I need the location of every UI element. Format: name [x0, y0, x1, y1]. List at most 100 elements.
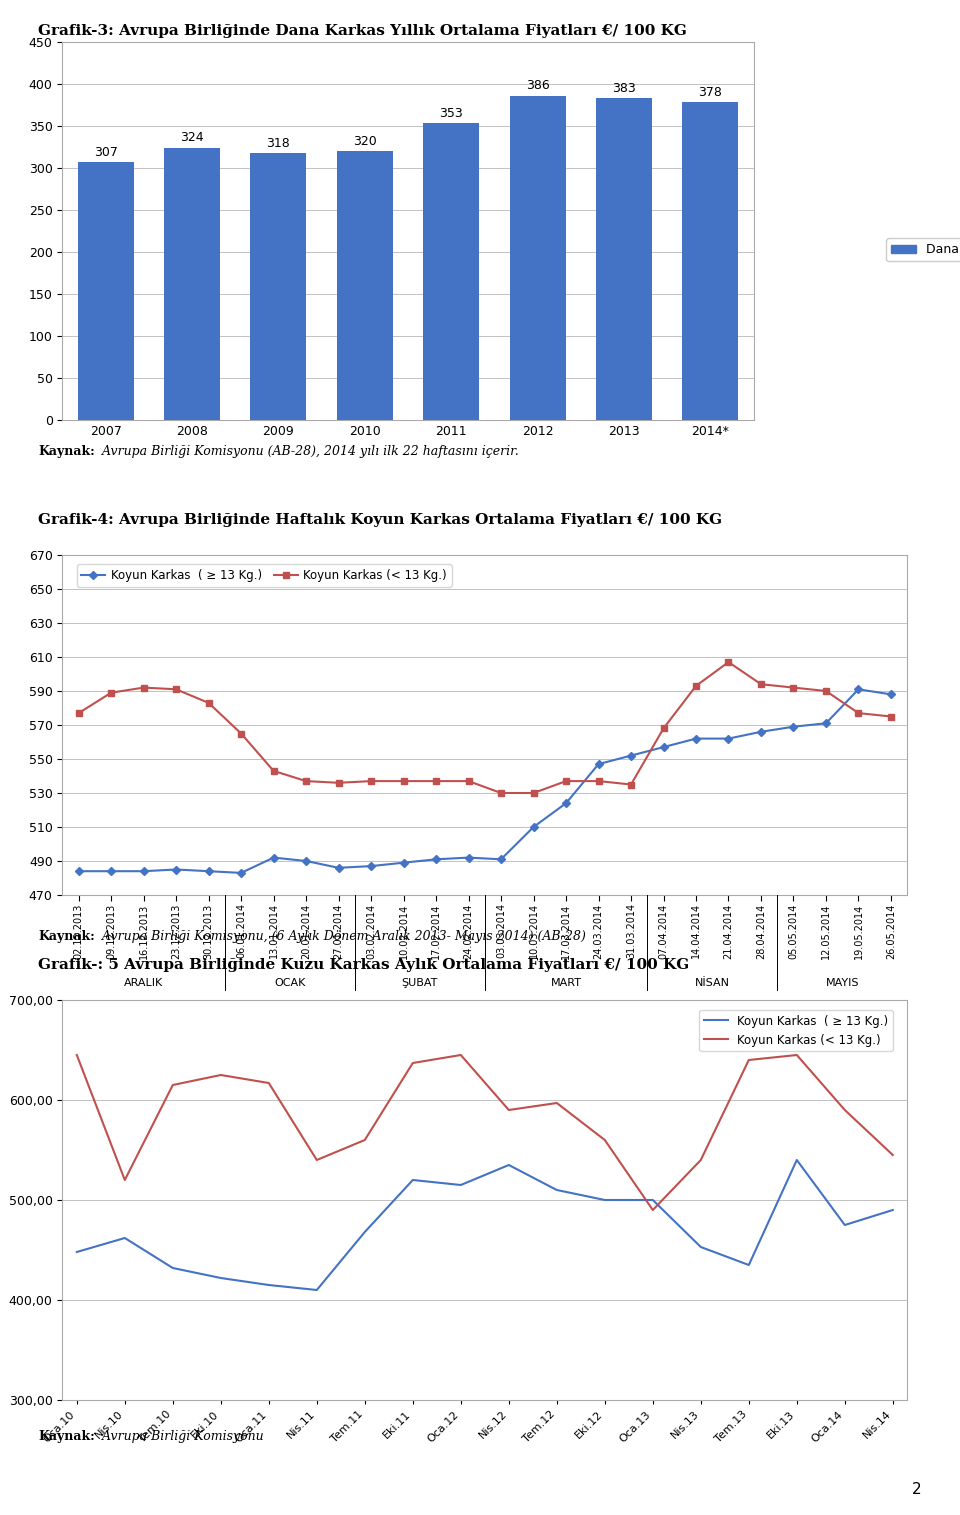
Text: ARALIK: ARALIK [124, 979, 163, 988]
Koyun Karkas (< 13 Kg.) [235, 724, 247, 742]
Koyun Karkas (< 13 Kg.) [167, 1076, 179, 1094]
Bar [164, 148, 220, 420]
Koyun Karkas  ( ≥ 13 Kg.) [885, 685, 897, 703]
Koyun Karkas  ( ≥ 13 Kg.) [791, 1151, 803, 1170]
Koyun Karkas  ( ≥ 13 Kg.) [528, 818, 540, 836]
Koyun Karkas (< 13 Kg.) [170, 680, 181, 698]
Koyun Karkas (< 13 Kg.) [215, 1067, 227, 1085]
Koyun Karkas  ( ≥ 13 Kg.) [71, 1242, 83, 1260]
Koyun Karkas (< 13 Kg.) [528, 783, 540, 801]
Koyun Karkas (< 13 Kg.) [463, 773, 474, 791]
Koyun Karkas  ( ≥ 13 Kg.) [820, 714, 831, 732]
Koyun Karkas  ( ≥ 13 Kg.) [119, 1229, 131, 1247]
Text: 2: 2 [912, 1482, 922, 1497]
Koyun Karkas  ( ≥ 13 Kg.) [723, 730, 734, 748]
Text: OCAK: OCAK [275, 979, 305, 988]
Text: 324: 324 [180, 132, 204, 144]
Koyun Karkas (< 13 Kg.) [503, 1101, 515, 1120]
Koyun Karkas  ( ≥ 13 Kg.) [203, 862, 214, 880]
Koyun Karkas (< 13 Kg.) [430, 773, 442, 791]
Line: Koyun Karkas (< 13 Kg.): Koyun Karkas (< 13 Kg.) [76, 659, 894, 795]
Koyun Karkas  ( ≥ 13 Kg.) [366, 857, 377, 876]
Line: Koyun Karkas  ( ≥ 13 Kg.): Koyun Karkas ( ≥ 13 Kg.) [76, 686, 894, 876]
Koyun Karkas (< 13 Kg.) [839, 1101, 851, 1120]
Text: 320: 320 [353, 135, 376, 148]
Text: 353: 353 [440, 108, 463, 120]
Koyun Karkas  ( ≥ 13 Kg.) [625, 747, 636, 765]
Koyun Karkas (< 13 Kg.) [300, 773, 312, 791]
Koyun Karkas (< 13 Kg.) [788, 679, 800, 697]
Koyun Karkas  ( ≥ 13 Kg.) [852, 680, 864, 698]
Legend: Koyun Karkas  ( ≥ 13 Kg.), Koyun Karkas (< 13 Kg.): Koyun Karkas ( ≥ 13 Kg.), Koyun Karkas (… [77, 564, 452, 586]
Bar [78, 162, 133, 420]
Koyun Karkas (< 13 Kg.) [885, 708, 897, 726]
Koyun Karkas  ( ≥ 13 Kg.) [690, 730, 702, 748]
Text: Avrupa Birliği Komisyonu: Avrupa Birliği Komisyonu [98, 1430, 264, 1442]
Koyun Karkas (< 13 Kg.) [359, 1130, 371, 1148]
Koyun Karkas (< 13 Kg.) [455, 1045, 467, 1064]
Koyun Karkas  ( ≥ 13 Kg.) [743, 1256, 755, 1274]
Koyun Karkas  ( ≥ 13 Kg.) [170, 861, 181, 879]
Line: Koyun Karkas  ( ≥ 13 Kg.): Koyun Karkas ( ≥ 13 Kg.) [77, 1160, 893, 1289]
Koyun Karkas  ( ≥ 13 Kg.) [455, 1176, 467, 1194]
Koyun Karkas (< 13 Kg.) [690, 677, 702, 695]
Koyun Karkas (< 13 Kg.) [647, 1201, 659, 1220]
Koyun Karkas  ( ≥ 13 Kg.) [138, 862, 150, 880]
Koyun Karkas (< 13 Kg.) [625, 776, 636, 794]
Koyun Karkas  ( ≥ 13 Kg.) [300, 851, 312, 870]
Koyun Karkas  ( ≥ 13 Kg.) [658, 738, 669, 756]
Text: Kaynak:: Kaynak: [38, 930, 95, 942]
Koyun Karkas  ( ≥ 13 Kg.) [268, 848, 279, 867]
Koyun Karkas  ( ≥ 13 Kg.) [599, 1191, 611, 1209]
Koyun Karkas  ( ≥ 13 Kg.) [311, 1280, 323, 1298]
Koyun Karkas  ( ≥ 13 Kg.) [359, 1223, 371, 1241]
Koyun Karkas (< 13 Kg.) [397, 773, 409, 791]
Text: Grafik-3: Avrupa Birliğinde Dana Karkas Yıllık Ortalama Fiyatları €/ 100 KG: Grafik-3: Avrupa Birliğinde Dana Karkas … [38, 24, 687, 38]
Koyun Karkas (< 13 Kg.) [311, 1151, 323, 1170]
Koyun Karkas (< 13 Kg.) [852, 704, 864, 723]
Koyun Karkas  ( ≥ 13 Kg.) [839, 1217, 851, 1235]
Bar [510, 95, 565, 420]
Legend: Koyun Karkas  ( ≥ 13 Kg.), Koyun Karkas (< 13 Kg.): Koyun Karkas ( ≥ 13 Kg.), Koyun Karkas (… [699, 1011, 893, 1051]
Koyun Karkas  ( ≥ 13 Kg.) [430, 850, 442, 868]
Koyun Karkas  ( ≥ 13 Kg.) [695, 1238, 707, 1256]
Koyun Karkas  ( ≥ 13 Kg.) [887, 1201, 899, 1220]
Bar [596, 98, 652, 420]
Koyun Karkas (< 13 Kg.) [203, 694, 214, 712]
Koyun Karkas  ( ≥ 13 Kg.) [592, 754, 604, 773]
Text: 383: 383 [612, 82, 636, 95]
Koyun Karkas (< 13 Kg.) [756, 676, 767, 694]
Koyun Karkas  ( ≥ 13 Kg.) [263, 1276, 275, 1294]
Koyun Karkas (< 13 Kg.) [820, 682, 831, 700]
Koyun Karkas (< 13 Kg.) [333, 774, 345, 792]
Line: Koyun Karkas (< 13 Kg.): Koyun Karkas (< 13 Kg.) [77, 1054, 893, 1210]
Koyun Karkas (< 13 Kg.) [138, 679, 150, 697]
Bar [337, 152, 393, 420]
Text: Avrupa Birliği Komisyonu, (6 Aylık Dönem Aralık 2013- Mayıs 2014) (AB-28): Avrupa Birliği Komisyonu, (6 Aylık Dönem… [98, 930, 586, 942]
Koyun Karkas (< 13 Kg.) [407, 1054, 419, 1073]
Koyun Karkas (< 13 Kg.) [495, 783, 507, 801]
Koyun Karkas  ( ≥ 13 Kg.) [215, 1270, 227, 1288]
Koyun Karkas  ( ≥ 13 Kg.) [647, 1191, 659, 1209]
Koyun Karkas  ( ≥ 13 Kg.) [235, 864, 247, 882]
Koyun Karkas (< 13 Kg.) [592, 773, 604, 791]
Text: Kaynak:: Kaynak: [38, 1430, 95, 1442]
Text: 378: 378 [699, 86, 722, 98]
Text: MART: MART [550, 979, 582, 988]
Koyun Karkas  ( ≥ 13 Kg.) [397, 853, 409, 871]
Text: Avrupa Birliği Komisyonu (AB-28), 2014 yılı ilk 22 haftasını içerir.: Avrupa Birliği Komisyonu (AB-28), 2014 y… [98, 445, 518, 458]
Koyun Karkas (< 13 Kg.) [723, 653, 734, 671]
Koyun Karkas (< 13 Kg.) [791, 1045, 803, 1064]
Koyun Karkas (< 13 Kg.) [106, 683, 117, 701]
Koyun Karkas (< 13 Kg.) [119, 1171, 131, 1189]
Text: ŞUBAT: ŞUBAT [401, 979, 438, 988]
Koyun Karkas  ( ≥ 13 Kg.) [106, 862, 117, 880]
Koyun Karkas (< 13 Kg.) [73, 704, 84, 723]
Koyun Karkas  ( ≥ 13 Kg.) [463, 848, 474, 867]
Koyun Karkas  ( ≥ 13 Kg.) [73, 862, 84, 880]
Text: 307: 307 [94, 145, 117, 159]
Koyun Karkas  ( ≥ 13 Kg.) [551, 1180, 563, 1198]
Koyun Karkas (< 13 Kg.) [599, 1130, 611, 1148]
Koyun Karkas (< 13 Kg.) [695, 1151, 707, 1170]
Text: Grafik-4: Avrupa Birliğinde Haftalık Koyun Karkas Ortalama Fiyatları €/ 100 KG: Grafik-4: Avrupa Birliğinde Haftalık Koy… [38, 514, 723, 527]
